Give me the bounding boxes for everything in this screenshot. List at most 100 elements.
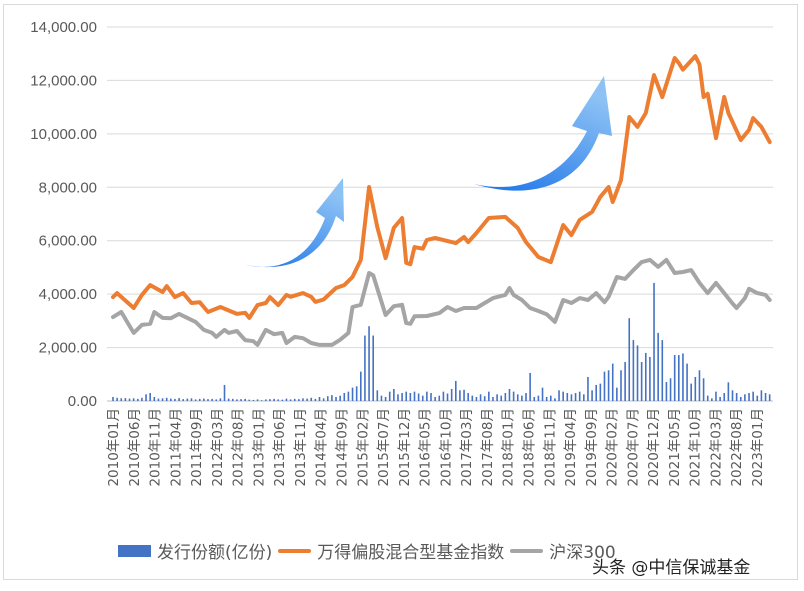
bar: [640, 361, 643, 401]
bar: [591, 390, 593, 401]
bar: [558, 390, 560, 401]
bar: [393, 388, 395, 401]
x-tick-label: 2011年04月: [168, 408, 184, 487]
bar: [153, 396, 156, 401]
bar: [578, 391, 581, 401]
bar: [694, 376, 697, 401]
bar: [459, 390, 461, 401]
bar: [562, 391, 564, 401]
bar: [636, 345, 639, 401]
bar: [628, 318, 631, 401]
legend-label: 沪深300: [549, 543, 616, 563]
bar: [620, 370, 622, 401]
x-axis-ticks: 2010年01月 2010年06月 2010年11月 2011年04月 2011年09月…: [106, 408, 766, 487]
bar: [471, 395, 474, 401]
bar: [190, 398, 193, 401]
x-tick-label: 2013年01月: [251, 408, 267, 487]
x-tick-label: 2015年07月: [376, 408, 392, 487]
bar: [207, 399, 209, 401]
bar: [244, 398, 246, 401]
bar: [702, 378, 705, 401]
bar: [265, 399, 267, 401]
bar: [293, 398, 296, 401]
x-tick-label: 2016年10月: [438, 408, 454, 487]
bar: [430, 392, 432, 401]
bar: [529, 372, 531, 401]
bar: [442, 391, 445, 401]
legend-item-fund-index: 万得偏股混合型基金指数: [278, 538, 504, 563]
legend-swatch-line: [510, 548, 544, 553]
x-tick-label: 2017年03月: [459, 408, 475, 487]
bar: [145, 394, 147, 401]
bar: [116, 397, 118, 401]
bar: [360, 371, 362, 401]
bar: [413, 391, 416, 401]
bar: [653, 282, 655, 401]
bar: [397, 394, 399, 401]
x-tick-label: 2022年03月: [708, 408, 724, 487]
y-tick-label: 2,000.00: [39, 340, 97, 357]
bar: [711, 398, 713, 401]
x-tick-label: 2018年01月: [501, 408, 517, 487]
fund-index-line: [111, 54, 772, 320]
bar: [678, 355, 680, 401]
x-tick-label: 2021年10月: [688, 408, 704, 487]
bar: [384, 396, 387, 401]
bar: [744, 394, 746, 401]
bar: [298, 399, 300, 401]
bar: [595, 384, 598, 401]
x-tick-label: 2023年01月: [750, 408, 766, 487]
bar: [764, 392, 767, 401]
bar: [380, 395, 383, 401]
bar: [401, 392, 403, 401]
bar: [731, 390, 734, 401]
bar: [574, 392, 577, 401]
y-tick-label: 0.00: [68, 393, 97, 410]
bar: [331, 395, 333, 401]
bar: [289, 399, 292, 401]
bar: [310, 397, 313, 401]
bar: [372, 335, 374, 401]
legend-label: 发行份额(亿份): [157, 543, 273, 563]
bar: [690, 383, 692, 401]
x-tick-label: 2012年08月: [231, 408, 247, 487]
bar: [438, 395, 441, 401]
y-tick-label: 4,000.00: [39, 286, 97, 303]
bar: [285, 398, 288, 401]
bar: [326, 396, 329, 401]
bar: [467, 392, 469, 401]
bar: [128, 398, 131, 401]
watermark: 头条 @中信保诚基金: [592, 558, 751, 578]
bar: [496, 394, 498, 401]
y-axis-ticks: 0.00 2,000.00 4,000.00 6,000.00 8,000.00 10,0…: [30, 19, 97, 410]
bar: [141, 397, 143, 401]
bar: [756, 395, 759, 401]
y-tick-label: 12,000.00: [30, 72, 97, 89]
bar: [211, 398, 213, 401]
bar: [549, 395, 552, 401]
legend-item-csi300: 沪深300: [510, 538, 616, 563]
bar: [203, 398, 205, 401]
legend: 发行份额(亿份) 万得偏股混合型基金指数 沪深300: [118, 538, 622, 563]
bar: [277, 399, 279, 401]
bar: [434, 396, 436, 401]
bar: [500, 395, 503, 401]
bar: [269, 399, 271, 401]
bar: [351, 387, 354, 401]
bar: [318, 396, 321, 401]
bar: [760, 390, 763, 401]
y-tick-label: 6,000.00: [39, 233, 97, 250]
bar: [364, 335, 366, 401]
bar: [236, 399, 238, 401]
x-tick-label: 2013年06月: [272, 408, 288, 487]
bar: [723, 392, 726, 401]
x-tick-label: 2016年05月: [418, 408, 434, 487]
bar: [533, 396, 536, 401]
bar: [583, 394, 585, 401]
bar: [537, 395, 540, 401]
bar: [405, 391, 408, 401]
y-tick-label: 10,000.00: [30, 126, 97, 143]
bar: [132, 398, 135, 401]
bar: [178, 398, 180, 401]
bar: [182, 399, 185, 401]
